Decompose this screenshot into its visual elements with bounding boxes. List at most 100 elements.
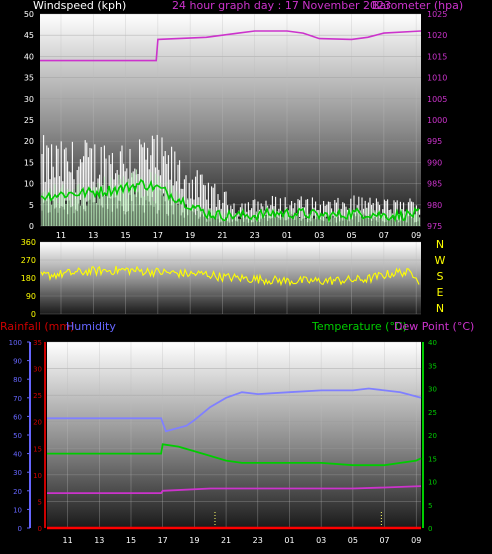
- x-tick-label: 01: [282, 231, 292, 240]
- y-tick-label: 20: [24, 137, 34, 146]
- temperature-tick-label: 40: [428, 339, 437, 347]
- y2-tick-label: 980: [427, 201, 442, 210]
- y2-tick-label: 1010: [427, 74, 447, 83]
- y2-tick-label: 1000: [427, 116, 447, 125]
- rain-tick-label: 25: [33, 392, 42, 400]
- rain-tick-label: 0: [38, 525, 42, 533]
- compass-label: S: [437, 270, 444, 283]
- x-tick-label: 03: [316, 536, 326, 545]
- wind-average-line: [40, 179, 420, 224]
- x-tick-label: 09: [411, 231, 421, 240]
- x-tick-label: 05: [348, 536, 358, 545]
- rain-axis-title: Rainfall (mm): [0, 320, 74, 333]
- y-tick-label: 30: [24, 95, 34, 104]
- temperature-tick-label: 25: [428, 409, 437, 417]
- y-tick-label: 50: [24, 10, 34, 19]
- y-tick-label: 0: [29, 222, 34, 231]
- wind-gust-bars: [41, 134, 421, 226]
- temperature-axis-title: Temperature (°C): [311, 320, 407, 333]
- x-tick-label: 11: [63, 536, 73, 545]
- y-tick-label: 90: [26, 292, 36, 301]
- humidity-tick-label: 90: [13, 358, 22, 366]
- compass-label: W: [435, 254, 446, 267]
- y-tick-label: 270: [21, 256, 36, 265]
- humidity-tick-label: 80: [13, 376, 22, 384]
- plot-area-rain: [47, 342, 421, 528]
- temperature-tick-label: 10: [428, 479, 437, 487]
- y-tick-label: 180: [21, 274, 36, 283]
- x-tick-label: 01: [284, 536, 294, 545]
- humidity-tick-label: 10: [13, 506, 22, 514]
- x-tick-label: 05: [346, 231, 356, 240]
- rain-tick-label: 10: [33, 472, 42, 480]
- temperature-tick-label: 5: [428, 502, 432, 510]
- rain-series: [47, 387, 422, 530]
- rain-tick-label: 35: [33, 339, 42, 347]
- x-tick-label: 09: [411, 536, 421, 545]
- x-tick-label: 07: [379, 231, 389, 240]
- direction-axes: 0 90 180 270 360: [21, 238, 36, 319]
- compass-label: E: [437, 286, 444, 299]
- direction-line: [40, 265, 420, 287]
- graph-title: 24 hour graph day : 17 November 2023: [172, 0, 391, 12]
- x-tick-label: 19: [189, 536, 199, 545]
- temperature-tick-label: 15: [428, 455, 437, 463]
- y-tick-label: 0: [31, 310, 36, 319]
- y-tick-label: 25: [24, 116, 34, 125]
- y-tick-label: 360: [21, 238, 36, 247]
- temperature-tick-label: 30: [428, 386, 437, 394]
- y2-tick-label: 985: [427, 180, 442, 189]
- y-tick-label: 45: [24, 31, 34, 40]
- humidity-tick-label: 50: [13, 432, 22, 440]
- baro-axis-title: Barometer (hpa): [372, 0, 463, 12]
- y-tick-label: 40: [24, 52, 34, 61]
- x-tick-label: 03: [314, 231, 324, 240]
- rain-axes: 0102030405060708090100051015202530350510…: [9, 339, 437, 545]
- temperature-tick-label: 0: [428, 525, 432, 533]
- x-tick-label: 13: [94, 536, 104, 545]
- x-tick-label: 17: [153, 231, 163, 240]
- direction-series: [40, 265, 420, 287]
- compass-label: N: [436, 302, 444, 315]
- y-tick-label: 5: [29, 201, 34, 210]
- x-tick-label: 07: [379, 536, 389, 545]
- humidity-tick-label: 100: [9, 339, 22, 347]
- humidity-axis-title: Humidity: [66, 320, 116, 333]
- y-tick-label: 10: [24, 180, 34, 189]
- y2-tick-label: 1005: [427, 95, 447, 104]
- x-tick-label: 15: [126, 536, 136, 545]
- rain-tick-label: 15: [33, 445, 42, 453]
- x-tick-label: 23: [253, 536, 263, 545]
- y2-tick-label: 1025: [427, 10, 447, 19]
- rain-tick-label: 5: [38, 498, 42, 506]
- humidity-tick-label: 0: [18, 525, 22, 533]
- x-tick-label: 13: [88, 231, 98, 240]
- humidity-tick-label: 30: [13, 469, 22, 477]
- humidity-tick-label: 60: [13, 413, 22, 421]
- y2-tick-label: 975: [427, 222, 442, 231]
- y2-tick-label: 995: [427, 137, 442, 146]
- x-tick-label: 21: [221, 536, 231, 545]
- rain-tick-label: 30: [33, 366, 42, 374]
- y-tick-label: 35: [24, 74, 34, 83]
- rain-tick-label: 20: [33, 419, 42, 427]
- dewpoint-line: [47, 485, 422, 494]
- wind-grid: [40, 13, 421, 227]
- temperature-line: [47, 443, 422, 467]
- x-tick-label: 17: [158, 536, 168, 545]
- compass-label: N: [436, 238, 444, 251]
- wind-axes: 0510152025303540455097598098599099510001…: [24, 10, 448, 240]
- wind-axis-title: Windspeed (kph): [33, 0, 126, 12]
- humidity-tick-label: 70: [13, 395, 22, 403]
- y-tick-label: 15: [24, 158, 34, 167]
- humidity-line: [47, 387, 422, 433]
- x-tick-label: 21: [217, 231, 227, 240]
- humidity-tick-label: 20: [13, 488, 22, 496]
- y2-tick-label: 1015: [427, 52, 447, 61]
- x-tick-label: 15: [120, 231, 130, 240]
- dewpoint-axis-title: Dew Point (°C): [394, 320, 474, 333]
- x-tick-label: 19: [185, 231, 195, 240]
- humidity-tick-label: 40: [13, 451, 22, 459]
